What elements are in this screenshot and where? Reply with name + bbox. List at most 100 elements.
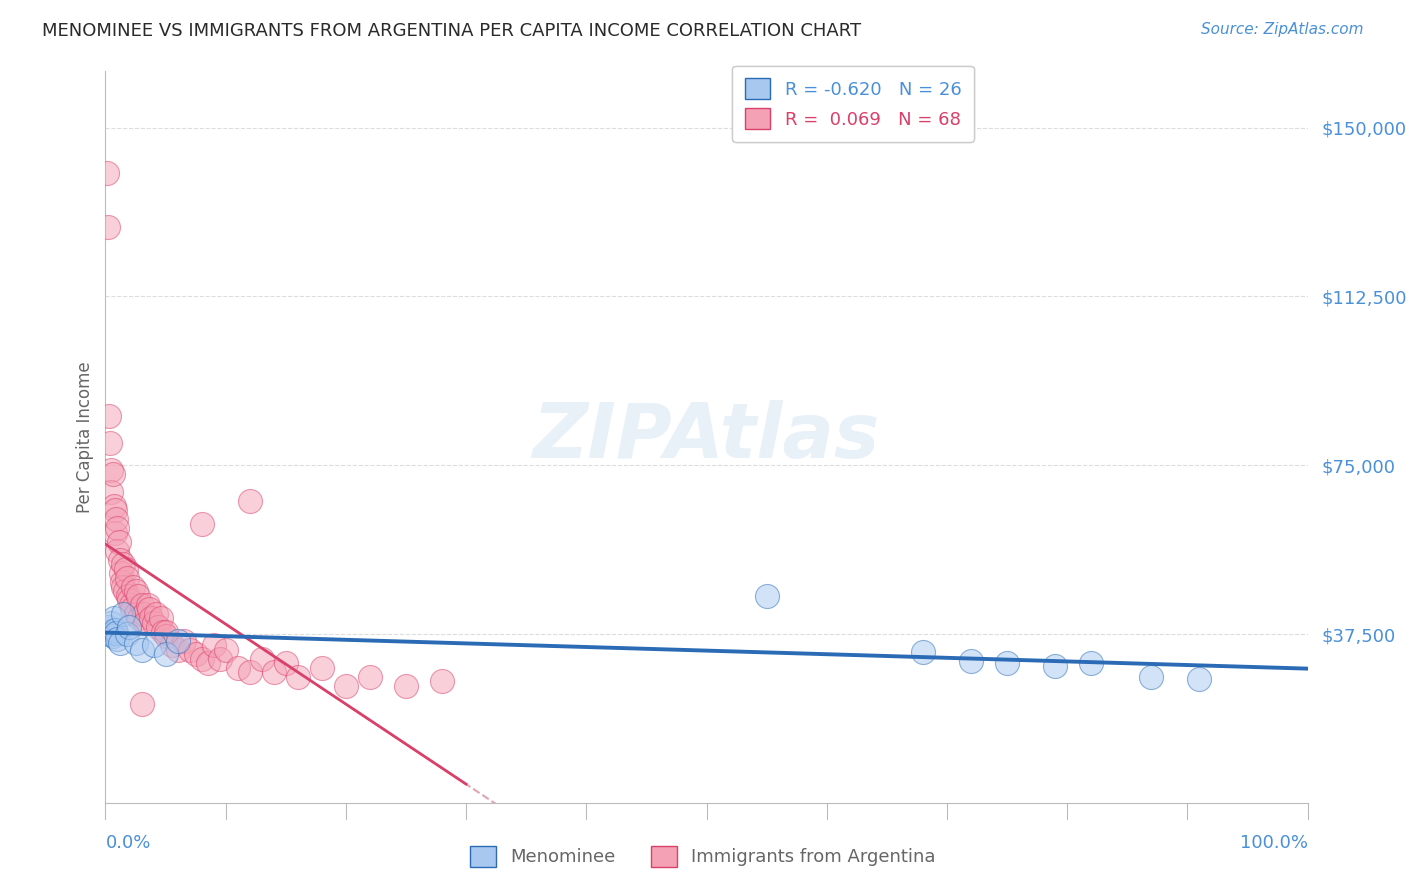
Point bbox=[173, 633, 195, 648]
Text: MENOMINEE VS IMMIGRANTS FROM ARGENTINA PER CAPITA INCOME CORRELATION CHART: MENOMINEE VS IMMIGRANTS FROM ARGENTINA P… bbox=[42, 22, 862, 40]
Point bbox=[124, 607, 146, 621]
Point bbox=[214, 642, 236, 657]
Point bbox=[107, 534, 129, 549]
Point bbox=[107, 521, 129, 535]
Point bbox=[995, 657, 1018, 671]
Point bbox=[124, 636, 146, 650]
Point bbox=[138, 602, 160, 616]
Point bbox=[112, 607, 135, 621]
Point bbox=[115, 571, 138, 585]
Point bbox=[250, 652, 273, 666]
Point bbox=[107, 543, 129, 558]
Point bbox=[105, 625, 128, 640]
Y-axis label: Per Capita Income: Per Capita Income bbox=[76, 361, 94, 513]
Point bbox=[110, 566, 132, 581]
Legend: R = -0.620   N = 26, R =  0.069   N = 68: R = -0.620 N = 26, R = 0.069 N = 68 bbox=[733, 66, 974, 142]
Point bbox=[239, 494, 262, 508]
Point bbox=[98, 435, 121, 450]
Point bbox=[111, 575, 134, 590]
Point bbox=[166, 642, 188, 657]
Legend: Menominee, Immigrants from Argentina: Menominee, Immigrants from Argentina bbox=[463, 838, 943, 874]
Point bbox=[96, 166, 118, 180]
Point bbox=[112, 580, 135, 594]
Point bbox=[100, 615, 122, 630]
Point bbox=[226, 661, 249, 675]
Point bbox=[395, 679, 418, 693]
Point bbox=[103, 499, 125, 513]
Point bbox=[121, 602, 143, 616]
Point bbox=[145, 607, 167, 621]
Point bbox=[108, 553, 131, 567]
Point bbox=[100, 463, 122, 477]
Point bbox=[98, 409, 121, 423]
Point bbox=[131, 642, 153, 657]
Point bbox=[101, 467, 124, 482]
Point bbox=[142, 615, 165, 630]
Point bbox=[114, 584, 136, 599]
Point bbox=[108, 636, 131, 650]
Point bbox=[98, 627, 121, 641]
Point bbox=[124, 584, 146, 599]
Point bbox=[120, 598, 142, 612]
Point bbox=[287, 670, 309, 684]
Point bbox=[155, 647, 177, 661]
Point bbox=[115, 562, 138, 576]
Point bbox=[274, 657, 297, 671]
Point bbox=[1188, 672, 1211, 686]
Point bbox=[104, 623, 127, 637]
Point bbox=[430, 674, 453, 689]
Point bbox=[104, 503, 127, 517]
Point bbox=[105, 512, 128, 526]
Point bbox=[127, 589, 149, 603]
Point bbox=[134, 615, 156, 630]
Point bbox=[131, 697, 153, 711]
Text: 100.0%: 100.0% bbox=[1240, 834, 1308, 852]
Point bbox=[122, 580, 145, 594]
Point bbox=[101, 629, 124, 643]
Point bbox=[131, 598, 153, 612]
Point bbox=[104, 525, 127, 540]
Point bbox=[148, 620, 170, 634]
Point bbox=[98, 624, 121, 639]
Point bbox=[1043, 658, 1066, 673]
Point bbox=[755, 589, 778, 603]
Point bbox=[202, 638, 225, 652]
Point bbox=[359, 670, 381, 684]
Point bbox=[155, 624, 177, 639]
Point bbox=[112, 558, 135, 572]
Point bbox=[155, 629, 177, 643]
Text: ZIPAtlas: ZIPAtlas bbox=[533, 401, 880, 474]
Point bbox=[142, 638, 165, 652]
Point bbox=[160, 638, 183, 652]
Point bbox=[190, 652, 212, 666]
Point bbox=[911, 645, 934, 659]
Point bbox=[166, 633, 188, 648]
Text: Source: ZipAtlas.com: Source: ZipAtlas.com bbox=[1201, 22, 1364, 37]
Point bbox=[208, 652, 231, 666]
Point bbox=[1140, 670, 1163, 684]
Point bbox=[152, 624, 174, 639]
Point bbox=[103, 611, 125, 625]
Point bbox=[179, 642, 201, 657]
Text: 0.0%: 0.0% bbox=[105, 834, 150, 852]
Point bbox=[136, 598, 159, 612]
Point bbox=[960, 654, 983, 668]
Point bbox=[118, 593, 141, 607]
Point bbox=[107, 632, 129, 646]
Point bbox=[1080, 657, 1102, 671]
Point bbox=[190, 516, 212, 531]
Point bbox=[128, 611, 150, 625]
Point bbox=[335, 679, 357, 693]
Point bbox=[97, 620, 120, 634]
Point bbox=[139, 611, 162, 625]
Point bbox=[197, 657, 219, 671]
Point bbox=[263, 665, 285, 680]
Point bbox=[184, 647, 207, 661]
Point bbox=[97, 219, 120, 234]
Point bbox=[100, 485, 122, 500]
Point bbox=[115, 627, 138, 641]
Point bbox=[117, 589, 139, 603]
Point bbox=[311, 661, 333, 675]
Point bbox=[239, 665, 262, 680]
Point bbox=[149, 611, 172, 625]
